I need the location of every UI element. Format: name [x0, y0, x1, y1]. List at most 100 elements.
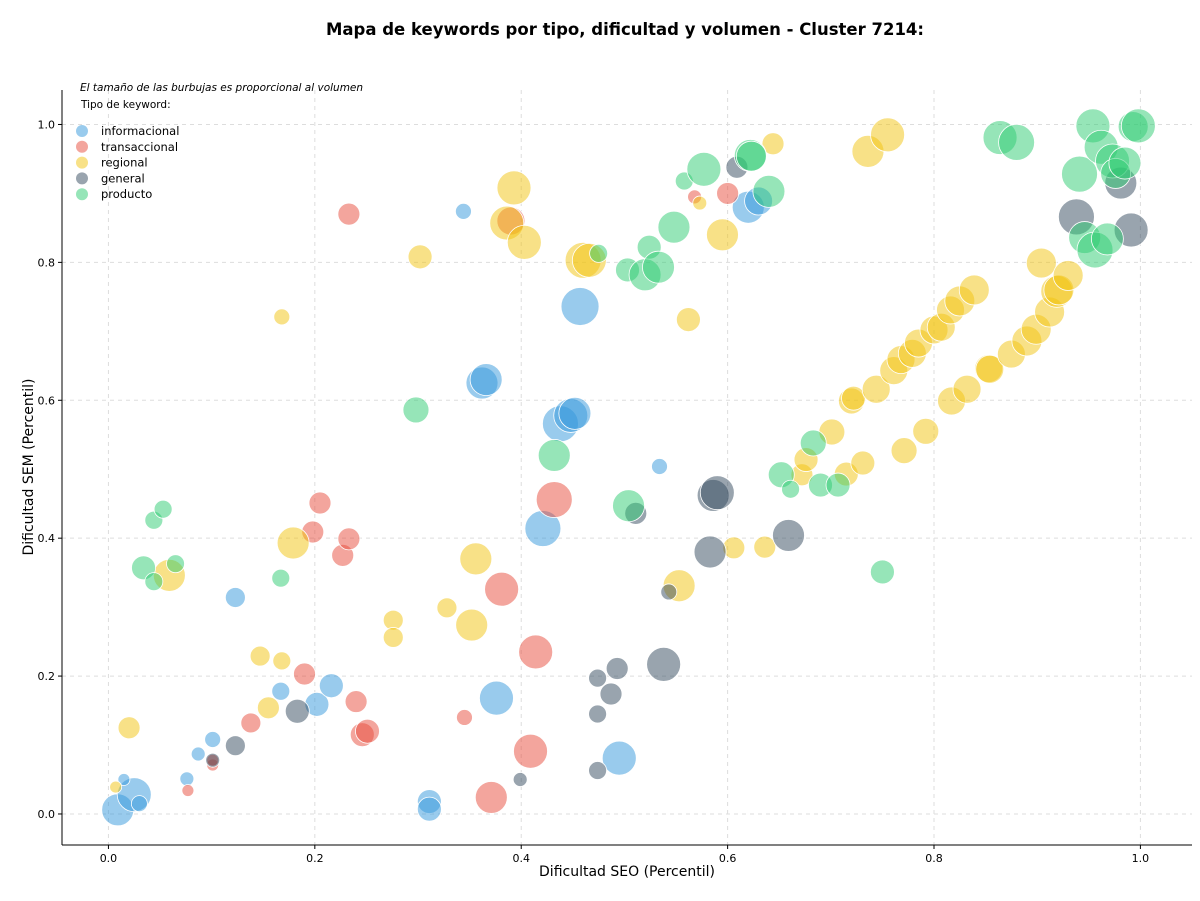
- bubble-transaccional: [293, 662, 316, 686]
- bubble-regional: [506, 224, 542, 260]
- grid-lines: [62, 90, 1192, 845]
- bubble-producto: [271, 568, 291, 588]
- bubble-regional: [912, 417, 940, 445]
- bubble-general: [693, 535, 727, 569]
- bubble-producto: [998, 124, 1035, 161]
- tick-marks: 0.0 0.2 0.4 0.6 0.8 1.0 0.0 0.2 0.4 0.6 0.8 1.0: [38, 118, 1150, 865]
- bubble-regional: [952, 374, 982, 404]
- bubble-producto: [735, 140, 767, 172]
- bubble-producto: [1061, 155, 1098, 193]
- x-tick-label: 1.0: [1132, 852, 1150, 865]
- bubble-producto: [752, 174, 786, 208]
- legend-title: Tipo de keyword:: [80, 99, 171, 111]
- bubble-general: [284, 698, 310, 724]
- bubble-producto: [144, 572, 164, 592]
- legend-label-general: general: [101, 171, 145, 185]
- bubble-general: [588, 704, 607, 724]
- bubble-regional: [722, 536, 746, 560]
- x-axis-label: Dificultad SEO (Percentil): [539, 864, 715, 880]
- bubble-regional: [753, 535, 777, 559]
- bubble-regional: [436, 597, 458, 619]
- bubble-transaccional: [181, 784, 195, 797]
- bubble-general: [205, 752, 221, 768]
- bubble-producto: [657, 210, 691, 244]
- bubble-informacional: [651, 458, 668, 475]
- bubble-informacional: [479, 680, 514, 716]
- bubble-informacional: [318, 673, 344, 699]
- x-tick-label: 0.6: [719, 852, 737, 865]
- bubble-regional: [706, 218, 739, 252]
- bubble-transaccional: [484, 571, 520, 607]
- bubble-transaccional: [337, 202, 361, 226]
- bubble-regional: [459, 542, 493, 576]
- bubble-general: [512, 772, 528, 787]
- legend-label-transaccional: transaccional: [101, 140, 178, 154]
- chart-title: Mapa de keywords por tipo, dificultad y …: [325, 20, 925, 39]
- bubble-producto: [825, 472, 851, 498]
- bubble-producto: [1090, 222, 1124, 256]
- bubble-informacional: [271, 681, 291, 701]
- bubble-producto: [1108, 146, 1142, 180]
- bubble-producto: [402, 396, 430, 424]
- bubble-regional: [850, 450, 876, 476]
- bubble-general: [772, 519, 805, 552]
- legend-marker-general: [76, 172, 88, 185]
- legend-marker-producto: [76, 188, 88, 201]
- bubble-regional: [249, 645, 271, 667]
- bubble-informacional: [130, 795, 148, 813]
- bubble-regional: [256, 696, 280, 720]
- bubble-producto: [537, 439, 571, 472]
- bubble-regional: [676, 307, 701, 333]
- bubble-transaccional: [456, 709, 473, 726]
- bubble-general: [224, 735, 246, 757]
- bubble-regional: [761, 132, 785, 156]
- bubble-transaccional: [716, 182, 740, 205]
- bubble-informacional: [117, 773, 131, 786]
- legend-marker-regional: [76, 156, 88, 169]
- bubble-informacional: [601, 740, 637, 776]
- bubble-informacional: [455, 202, 472, 220]
- bubble-informacional: [469, 363, 503, 396]
- bubble-regional: [1052, 260, 1084, 291]
- legend-marker-informacional: [76, 125, 88, 137]
- x-tick-label: 0.4: [512, 852, 530, 865]
- bubble-transaccional: [535, 481, 573, 518]
- bubble-regional: [407, 244, 433, 270]
- bubble-informacional: [190, 746, 206, 762]
- bubble-regional: [870, 117, 905, 153]
- bubble-transaccional: [240, 712, 262, 734]
- bubble-regional: [382, 627, 404, 648]
- bubble-regional: [692, 195, 708, 211]
- bubble-producto: [686, 151, 722, 187]
- bubble-informacional: [204, 731, 222, 748]
- bubble-transaccional: [513, 733, 548, 769]
- bubble-size-note: El tamaño de las burbujas es proporciona…: [80, 82, 363, 94]
- x-tick-label: 0.8: [925, 852, 943, 865]
- bubble-informacional: [416, 796, 442, 822]
- bubble-transaccional: [518, 634, 554, 670]
- x-tick-label: 0.2: [306, 852, 324, 865]
- bubble-general: [588, 761, 607, 780]
- bubble-regional: [861, 374, 891, 404]
- bubble-producto: [153, 499, 173, 519]
- bubble-transaccional: [355, 718, 380, 744]
- bubble-regional: [117, 716, 141, 740]
- bubble-general: [605, 657, 629, 680]
- legend: informacional transaccional regionalgenera…: [76, 124, 179, 201]
- bubble-producto: [612, 489, 645, 523]
- bubble-regional: [455, 608, 489, 642]
- bubbles-layer: [101, 108, 1156, 827]
- bubble-regional: [890, 437, 918, 465]
- bubble-general: [660, 583, 678, 601]
- bubble-producto: [589, 244, 609, 263]
- y-tick-label: 0.2: [38, 670, 56, 683]
- bubble-transaccional: [337, 527, 361, 551]
- y-tick-label: 0.8: [38, 256, 56, 269]
- legend-label-regional: regional: [101, 156, 148, 170]
- bubble-producto: [781, 479, 800, 499]
- bubble-general: [699, 475, 735, 511]
- legend-marker-transaccional: [76, 140, 88, 153]
- y-tick-label: 0.0: [38, 808, 56, 821]
- y-axis-label: Dificultad SEM (Percentil): [21, 379, 37, 556]
